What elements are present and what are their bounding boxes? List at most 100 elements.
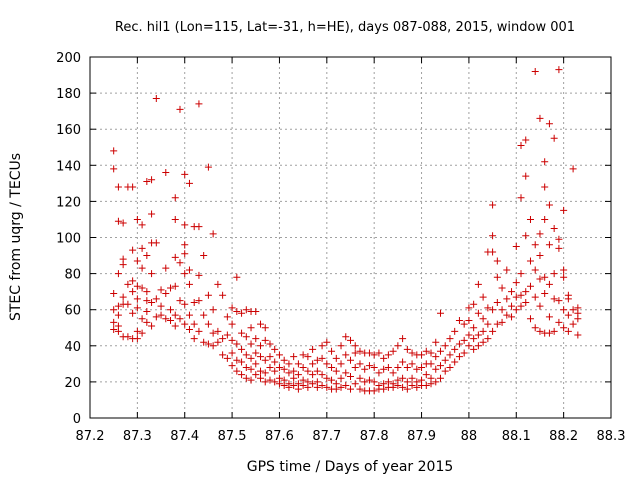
data-point (119, 293, 127, 301)
data-point (143, 178, 151, 186)
data-point (479, 293, 487, 301)
data-point (370, 378, 378, 386)
data-point (219, 291, 227, 299)
data-point (427, 349, 435, 357)
data-point (299, 351, 307, 359)
data-point (280, 382, 288, 390)
data-point (266, 353, 274, 361)
y-tick-label: 60 (64, 304, 81, 319)
data-point (399, 335, 407, 343)
data-point (266, 363, 274, 371)
y-tick-label: 200 (56, 51, 81, 66)
data-point (536, 252, 544, 260)
data-point (531, 293, 539, 301)
data-point (271, 367, 279, 375)
data-point (214, 338, 222, 346)
data-point (436, 347, 444, 355)
data-point (257, 367, 265, 375)
data-point (526, 257, 534, 265)
data-point (484, 335, 492, 343)
x-axis-label: GPS time / Days of year 2015 (247, 459, 454, 475)
x-tick-label: 88.1 (502, 429, 531, 444)
data-point (204, 163, 212, 171)
data-point (342, 333, 350, 341)
data-point (195, 223, 203, 231)
data-point (512, 243, 520, 251)
data-point (176, 315, 184, 323)
data-point (418, 351, 426, 359)
data-point (129, 277, 137, 285)
data-point (219, 351, 227, 359)
data-point (337, 342, 345, 350)
data-point (242, 333, 250, 341)
data-point (124, 280, 132, 288)
data-point (181, 320, 189, 328)
data-point (342, 351, 350, 359)
data-point (233, 356, 241, 364)
data-point (275, 351, 283, 359)
data-point (503, 266, 511, 274)
data-point (484, 304, 492, 312)
data-point (313, 356, 321, 364)
data-point (389, 383, 397, 391)
data-point (517, 194, 525, 202)
data-point (365, 349, 373, 357)
data-point (110, 165, 118, 173)
data-point (138, 221, 146, 229)
data-point (370, 363, 378, 371)
data-point (498, 318, 506, 326)
data-point (181, 270, 189, 278)
data-point (185, 311, 193, 319)
y-tick-label: 120 (56, 195, 81, 210)
data-point (427, 380, 435, 388)
data-point (257, 374, 265, 382)
data-point (569, 320, 577, 328)
data-point (474, 309, 482, 317)
data-point (517, 291, 525, 299)
data-point (545, 201, 553, 209)
data-point (541, 183, 549, 191)
data-point (223, 313, 231, 321)
data-point (413, 365, 421, 373)
data-point (133, 282, 141, 290)
data-point (384, 363, 392, 371)
data-point (517, 270, 525, 278)
data-point (394, 382, 402, 390)
data-point (498, 306, 506, 314)
data-point (290, 353, 298, 361)
data-point (233, 340, 241, 348)
data-point (313, 383, 321, 391)
data-point (200, 252, 208, 260)
data-point (238, 371, 246, 379)
data-point (171, 311, 179, 319)
data-point (228, 349, 236, 357)
data-point (380, 354, 388, 362)
data-point (294, 385, 302, 393)
data-point (133, 257, 141, 265)
data-point (508, 288, 516, 296)
data-point (342, 382, 350, 390)
data-point (536, 230, 544, 238)
data-point (555, 66, 563, 74)
data-point (536, 327, 544, 335)
data-point (526, 215, 534, 223)
data-point (328, 347, 336, 355)
data-point (526, 282, 534, 290)
data-point (157, 302, 165, 310)
data-point (332, 354, 340, 362)
data-point (493, 298, 501, 306)
data-point (356, 385, 364, 393)
data-point (223, 331, 231, 339)
data-point (228, 320, 236, 328)
data-point (138, 264, 146, 272)
data-point (422, 347, 430, 355)
data-point (522, 172, 530, 180)
data-point (143, 297, 151, 305)
data-point (124, 333, 132, 341)
data-point (337, 360, 345, 368)
data-point (403, 363, 411, 371)
data-point (304, 383, 312, 391)
data-point (275, 380, 283, 388)
data-point (110, 318, 118, 326)
data-point (503, 295, 511, 303)
